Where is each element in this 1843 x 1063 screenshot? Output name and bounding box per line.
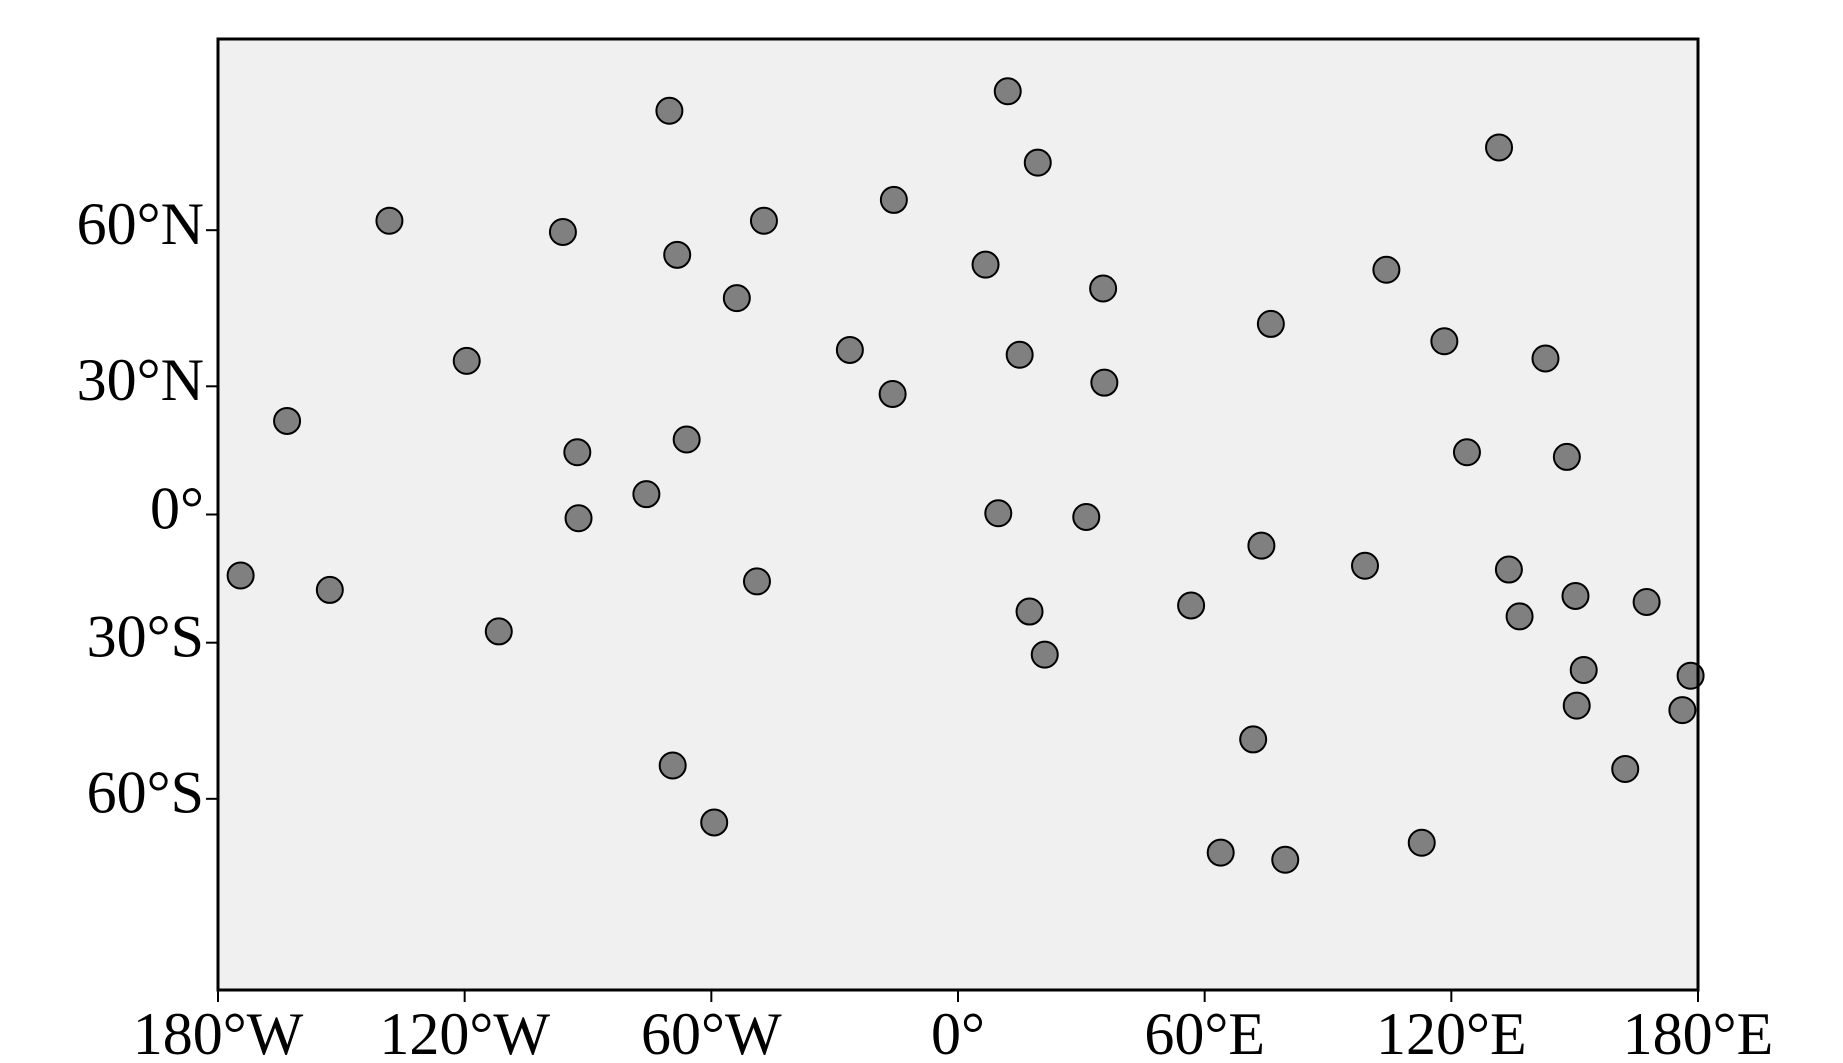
y-tick-label: 30°S	[87, 603, 204, 669]
x-tick-label: 120°E	[1376, 1001, 1527, 1063]
point	[984, 499, 1013, 528]
point	[1632, 587, 1661, 616]
y-tick-label: 60°S	[87, 760, 204, 826]
point	[1015, 597, 1044, 626]
point	[1611, 754, 1640, 783]
point	[971, 250, 1000, 279]
y-tick-label: 60°N	[77, 191, 204, 257]
point	[1430, 327, 1459, 356]
point	[1531, 344, 1560, 373]
point	[1072, 502, 1101, 531]
point	[315, 575, 344, 604]
point	[1562, 691, 1591, 720]
point	[835, 335, 864, 364]
point	[1023, 148, 1052, 177]
point	[1256, 309, 1285, 338]
x-tick-label: 0°	[931, 1001, 985, 1063]
point	[1505, 602, 1534, 631]
point	[722, 284, 751, 313]
point	[742, 567, 771, 596]
plot-frame	[216, 37, 1700, 992]
point	[1090, 368, 1119, 397]
point	[749, 206, 778, 235]
x-tick-label: 60°W	[641, 1001, 782, 1063]
point	[375, 206, 404, 235]
point	[1569, 656, 1598, 685]
point	[1552, 442, 1581, 471]
point	[1372, 255, 1401, 284]
point	[1494, 555, 1523, 584]
point	[658, 751, 687, 780]
x-tick-label: 180°E	[1623, 1001, 1774, 1063]
y-tick-label: 0°	[150, 475, 204, 541]
point	[1239, 725, 1268, 754]
point	[655, 96, 684, 125]
point	[700, 808, 729, 837]
point	[226, 561, 255, 590]
point	[564, 504, 593, 533]
point	[993, 77, 1022, 106]
point	[879, 185, 908, 214]
x-tick-label: 120°W	[379, 1001, 550, 1063]
point	[452, 346, 481, 375]
x-tick-label: 60°E	[1144, 1001, 1265, 1063]
point	[1676, 661, 1705, 690]
point	[1005, 340, 1034, 369]
point	[273, 406, 302, 435]
point	[663, 240, 692, 269]
point	[1452, 438, 1481, 467]
point	[632, 480, 661, 509]
point	[1561, 581, 1590, 610]
point	[1247, 531, 1276, 560]
y-tick-label: 30°N	[77, 347, 204, 413]
point	[878, 379, 907, 408]
plot-area	[218, 39, 1698, 990]
point	[1089, 274, 1118, 303]
point	[1485, 133, 1514, 162]
point	[1351, 551, 1379, 580]
point	[1407, 828, 1436, 857]
point	[548, 218, 577, 247]
point	[1030, 640, 1059, 669]
point	[672, 425, 701, 454]
point	[1177, 591, 1206, 620]
point	[563, 438, 592, 467]
point	[1206, 838, 1235, 867]
point	[1668, 696, 1697, 725]
point	[484, 617, 513, 646]
point	[1271, 845, 1300, 874]
x-tick-label: 180°W	[133, 1001, 304, 1063]
